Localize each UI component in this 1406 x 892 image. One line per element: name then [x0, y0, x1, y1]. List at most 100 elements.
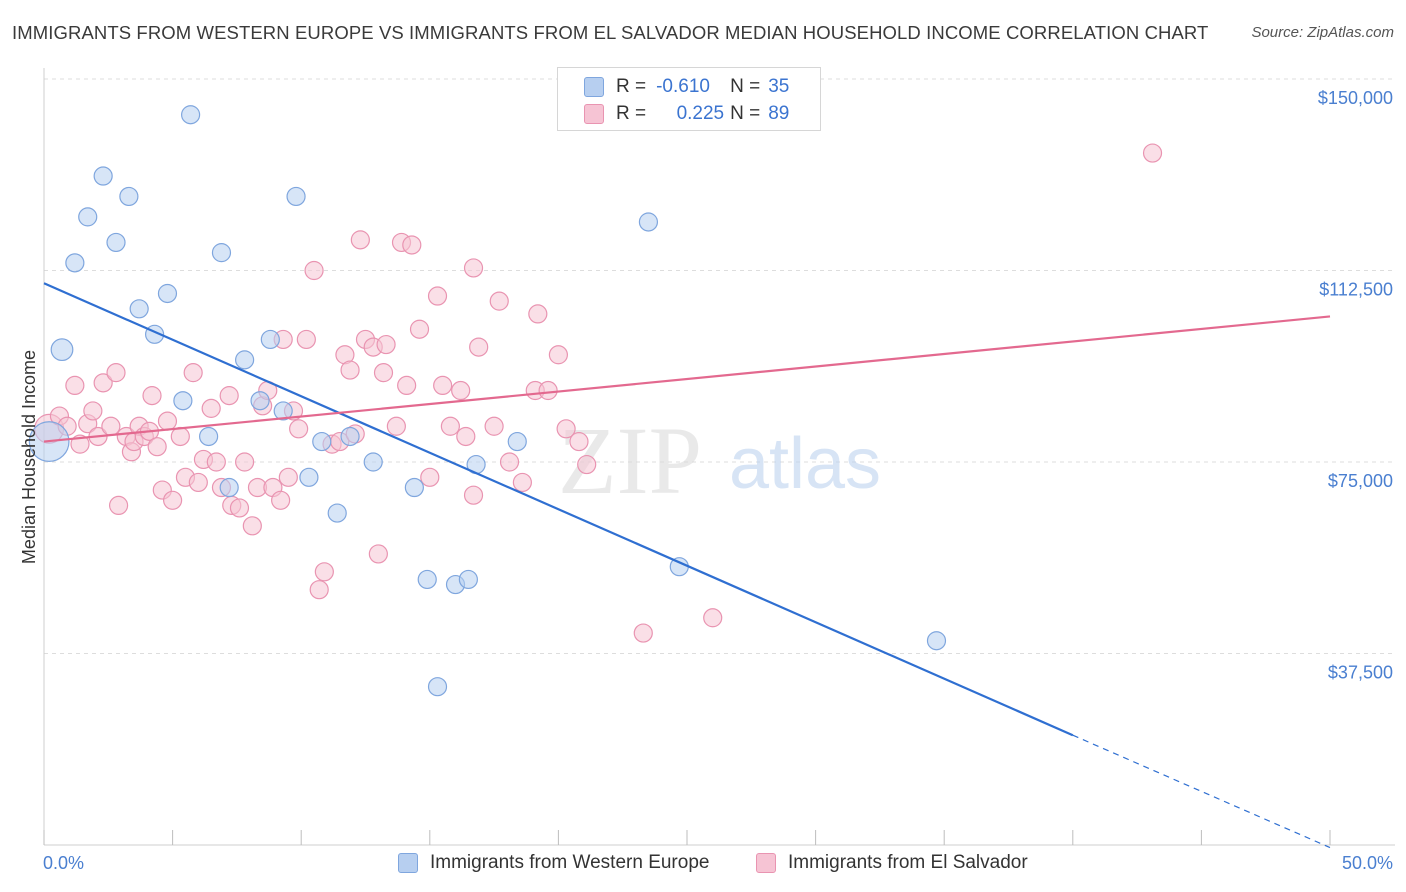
y-axis-label: Median Household Income — [19, 350, 39, 564]
point-el-salvador — [402, 235, 422, 255]
trend-line-el-salvador — [43, 315, 1331, 443]
point-western-europe — [340, 426, 360, 447]
point-western-europe — [199, 426, 219, 447]
point-western-europe — [417, 569, 437, 590]
point-el-salvador — [271, 490, 291, 510]
legend-r-label: R = — [616, 76, 647, 97]
pink-swatch — [756, 853, 776, 873]
point-el-salvador — [528, 304, 548, 324]
y-tick-label: $37,500 — [1328, 663, 1393, 683]
point-western-europe — [129, 299, 149, 319]
series-legend: Immigrants from Western Europe Immigrant… — [0, 852, 1406, 878]
legend-r-value: 0.225 — [676, 103, 725, 124]
point-western-europe — [458, 569, 478, 590]
point-el-salvador — [456, 426, 476, 447]
point-el-salvador — [65, 375, 85, 395]
point-el-salvador — [556, 419, 576, 439]
point-el-salvador — [512, 472, 532, 493]
point-el-salvador — [229, 498, 250, 518]
point-western-europe — [157, 283, 178, 304]
point-el-salvador — [440, 416, 460, 436]
point-western-europe — [93, 166, 113, 186]
legend-row-el-salvador: R = 0.225 N = 89 — [584, 103, 789, 125]
watermark: ZIP atlas — [558, 407, 881, 514]
point-el-salvador — [548, 345, 569, 365]
point-el-salvador — [577, 454, 597, 475]
legend-n-label: N = — [730, 103, 761, 124]
point-western-europe — [78, 207, 98, 227]
legend-n-label: N = — [730, 76, 761, 97]
x-tick-label-max: 50.0% — [1342, 853, 1393, 873]
point-el-salvador — [397, 375, 417, 395]
point-el-salvador — [163, 490, 183, 510]
point-western-europe — [286, 186, 306, 207]
point-el-salvador — [309, 580, 329, 600]
point-western-europe — [507, 431, 527, 452]
point-el-salvador — [108, 495, 129, 516]
point-el-salvador — [219, 386, 239, 406]
trend-line-western-europe-extrapolated — [1072, 734, 1331, 849]
point-el-salvador — [340, 360, 360, 380]
point-western-europe — [250, 391, 270, 411]
point-western-europe — [638, 212, 659, 232]
point-el-salvador — [451, 380, 471, 401]
y-tick-label: $75,000 — [1328, 471, 1393, 491]
point-el-salvador — [183, 363, 203, 383]
legend-row-western-europe: R = -0.610 N = 35 — [584, 76, 789, 98]
legend-item-label: Immigrants from Western Europe — [430, 852, 710, 873]
point-western-europe — [404, 477, 424, 498]
trend-line-western-europe — [43, 282, 1074, 737]
point-western-europe — [50, 338, 74, 362]
point-el-salvador — [101, 416, 121, 436]
correlation-legend: R = -0.610 N = 35 R = 0.225 N = 89 — [557, 67, 821, 131]
point-el-salvador — [427, 286, 448, 306]
point-western-europe — [427, 677, 448, 697]
watermark-atlas: atlas — [729, 424, 881, 504]
legend-n-value: 89 — [768, 103, 790, 124]
point-western-europe — [273, 401, 293, 421]
point-el-salvador — [386, 416, 406, 436]
point-western-europe — [219, 477, 239, 498]
point-western-europe — [65, 253, 85, 273]
point-western-europe — [260, 329, 280, 350]
pink-swatch — [584, 104, 604, 124]
point-el-salvador — [409, 319, 430, 339]
point-el-salvador — [499, 452, 520, 472]
point-western-europe — [299, 467, 319, 487]
point-el-salvador — [304, 260, 324, 281]
point-el-salvador — [376, 334, 396, 355]
point-el-salvador — [314, 562, 334, 582]
point-el-salvador — [368, 544, 388, 564]
point-el-salvador — [569, 431, 589, 452]
point-western-europe — [327, 503, 347, 523]
y-tick-label: $150,000 — [1318, 88, 1393, 108]
x-tick-label-min: 0.0% — [43, 853, 84, 873]
point-el-salvador — [469, 337, 489, 357]
point-western-europe — [363, 452, 383, 472]
point-western-europe — [312, 431, 332, 452]
legend-r-value: -0.610 — [656, 76, 710, 97]
point-el-salvador — [633, 623, 653, 643]
point-western-europe — [235, 350, 255, 370]
point-el-salvador — [463, 485, 484, 505]
point-el-salvador — [350, 230, 370, 250]
point-el-salvador — [296, 329, 316, 350]
point-el-salvador — [157, 411, 178, 431]
trend-lines — [43, 282, 1331, 849]
point-el-salvador — [142, 386, 162, 406]
point-el-salvador — [373, 363, 394, 383]
blue-swatch — [398, 853, 418, 873]
point-el-salvador — [83, 401, 103, 421]
source-note: Source: ZipAtlas.com — [1251, 24, 1394, 41]
point-el-salvador — [433, 375, 453, 395]
legend-item-western-europe[interactable]: Immigrants from Western Europe — [398, 852, 709, 874]
point-el-salvador — [70, 434, 90, 454]
legend-item-el-salvador[interactable]: Immigrants from El Salvador — [756, 852, 1028, 874]
legend-r-label: R = — [616, 103, 647, 124]
point-el-salvador — [484, 416, 504, 436]
point-el-salvador — [1142, 143, 1163, 163]
point-western-europe — [181, 105, 201, 125]
point-el-salvador — [703, 608, 723, 628]
point-western-europe — [173, 391, 193, 411]
